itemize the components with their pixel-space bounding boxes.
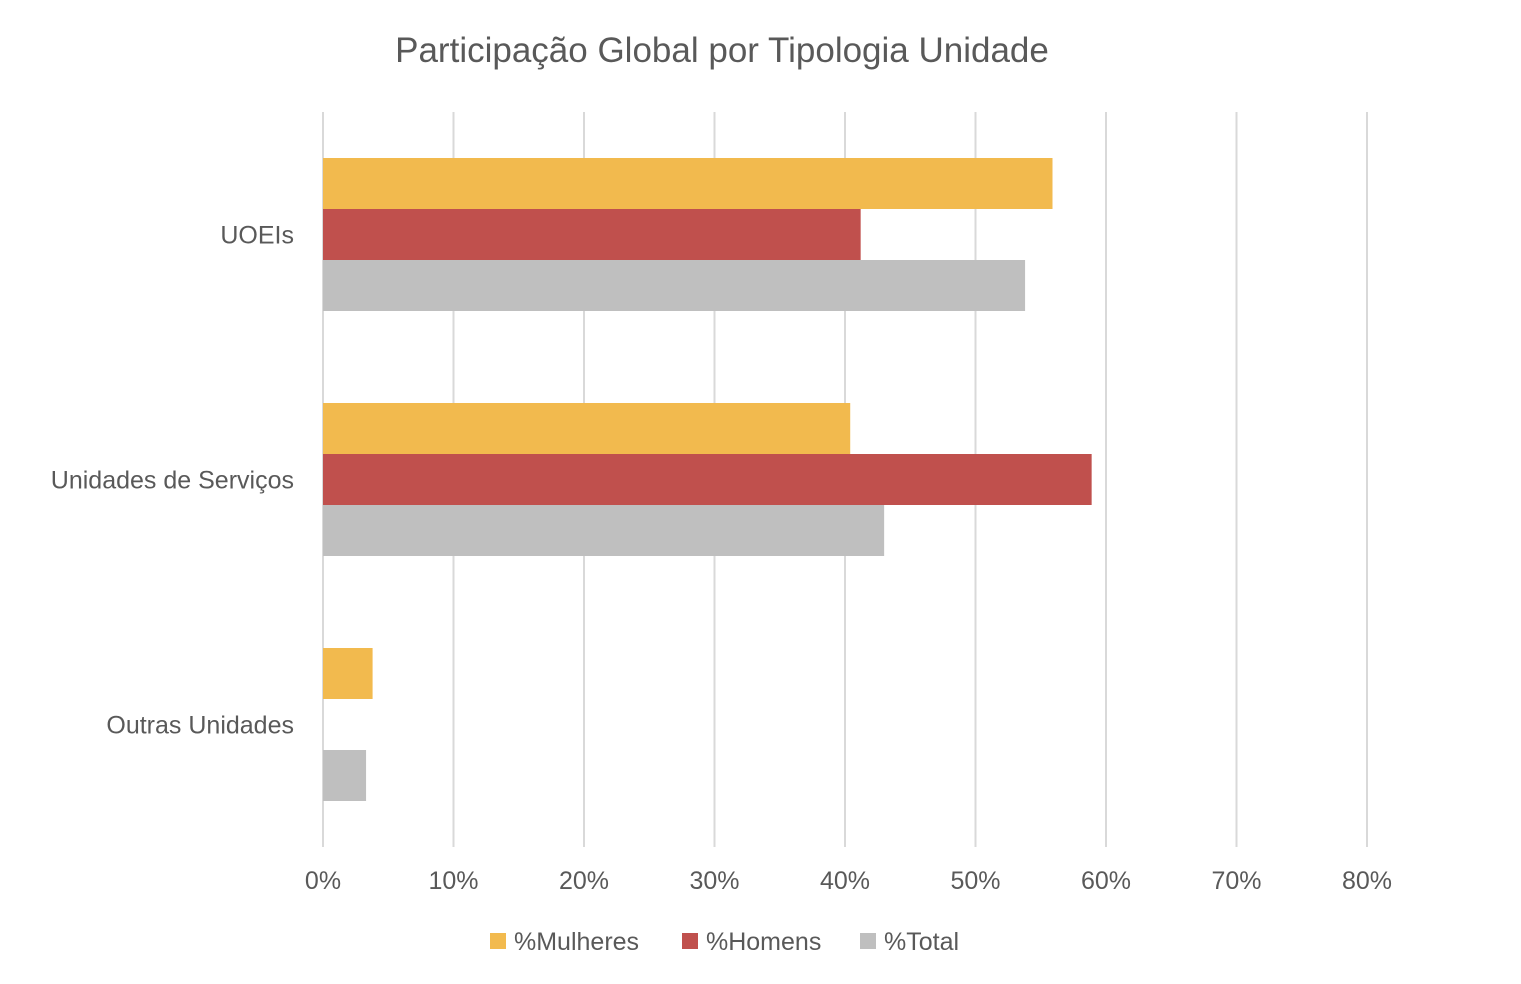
category-label: UOEIs [220, 222, 294, 250]
x-tick-label: 60% [1081, 867, 1131, 895]
x-tick-label: 10% [428, 867, 478, 895]
x-tick-label: 30% [689, 867, 739, 895]
x-tick-label: 50% [950, 867, 1000, 895]
x-tick-label: 20% [559, 867, 609, 895]
legend-swatch [682, 933, 698, 949]
bar-total [323, 505, 885, 556]
bar-mulheres [323, 648, 373, 699]
x-tick-label: 70% [1211, 867, 1261, 895]
bar-total [323, 260, 1026, 311]
category-label: Unidades de Serviços [51, 467, 294, 495]
bar-mulheres [323, 158, 1053, 209]
bar-total [323, 750, 367, 801]
category-label: Outras Unidades [106, 712, 294, 740]
legend-swatch [490, 933, 506, 949]
x-tick-label: 40% [820, 867, 870, 895]
legend-label: %Total [884, 928, 959, 956]
bar-mulheres [323, 403, 851, 454]
chart-title: Participação Global por Tipologia Unidad… [395, 31, 1049, 70]
x-tick-label: 0% [305, 867, 341, 895]
bar-homens [323, 209, 861, 260]
legend-label: %Homens [706, 928, 821, 956]
legend-swatch [860, 933, 876, 949]
bar-homens [323, 454, 1092, 505]
x-tick-label: 80% [1342, 867, 1392, 895]
legend-label: %Mulheres [514, 928, 639, 956]
